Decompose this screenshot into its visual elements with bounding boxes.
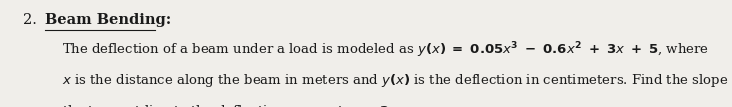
Text: The deflection of a beam under a load is modeled as $\mathbf{\mathit{y}(\mathit{: The deflection of a beam under a load is…	[62, 41, 709, 60]
Text: the tangent line to the deflection curve at $\mathbf{\mathit{x}}$ $\mathbf{= \ 2: the tangent line to the deflection curve…	[62, 103, 394, 107]
Text: 2.: 2.	[23, 13, 37, 27]
Text: $\mathbf{\mathit{x}}$ is the distance along the beam in meters and $\mathbf{\mat: $\mathbf{\mathit{x}}$ is the distance al…	[62, 72, 732, 89]
Text: Beam Bending:: Beam Bending:	[45, 13, 171, 27]
